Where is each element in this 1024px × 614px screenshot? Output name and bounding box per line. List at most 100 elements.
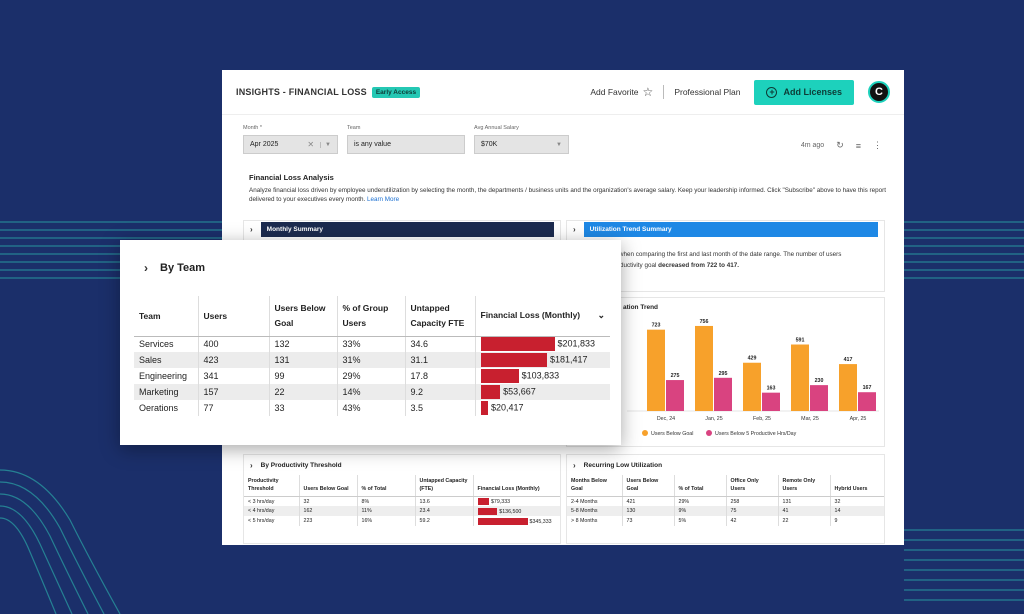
financial-loss-bar (480, 337, 555, 352)
column-header[interactable]: Office Only Users (725, 475, 778, 497)
salary-value: $70K (481, 141, 498, 148)
chevron-down-icon: ▼ (556, 141, 562, 148)
monthly-summary-header[interactable]: › Monthly Summary (244, 221, 560, 238)
table-cell: 157 (197, 384, 269, 400)
avatar[interactable]: C (868, 81, 890, 103)
column-header[interactable]: Productivity Threshold (244, 475, 299, 497)
table-cell: 31.1 (404, 352, 475, 368)
table-cell: 23.4 (414, 506, 473, 517)
table-cell: Engineering (139, 371, 188, 381)
salary-select[interactable]: $70K ▼ (474, 135, 569, 154)
utilization-trend-chart: 723 275 Dec, 24 756 295 Jan, 25 429 163 Feb, 25 5… (627, 319, 879, 437)
legend-label: Users Below 5 Productive Hrs/Day (715, 431, 797, 437)
month-select[interactable]: Apr 2025 ✕ ▼ (243, 135, 338, 154)
column-header[interactable]: Hybrid Users (829, 475, 884, 497)
chevron-right-icon: › (250, 460, 253, 470)
table-row[interactable]: < 3 hrs/day 32 8% 13.6 $79,333 (244, 496, 560, 507)
productivity-threshold-table: Productivity Threshold Users Below Goal … (244, 475, 560, 527)
utilization-summary-header[interactable]: › Utilization Trend Summary (567, 221, 884, 238)
legend-swatch (642, 430, 648, 436)
table-row[interactable]: 2-4 Months 421 29% 258 131 32 (567, 496, 884, 507)
column-header-users-below-goal[interactable]: Users Below Goal (268, 296, 337, 337)
month-value: Apr 2025 (250, 141, 279, 148)
column-header[interactable]: Months Below Goal (567, 475, 622, 497)
table-cell: 33% (336, 336, 405, 352)
team-select[interactable]: is any value (347, 135, 465, 154)
financial-loss-cell: $20,417 (474, 400, 610, 416)
chart-bar (666, 380, 684, 411)
table-cell: < 3 hrs/day (248, 498, 275, 505)
last-updated: 4m ago (800, 142, 825, 149)
table-row[interactable]: Oerations 77 33 43% 3.5 $20,417 (134, 400, 610, 416)
column-header-users[interactable]: Users (197, 296, 269, 337)
column-header[interactable]: Users Below Goal (298, 475, 357, 497)
add-favorite-button[interactable]: Add Favorite ☆ (590, 85, 653, 99)
chevron-down-icon: ▼ (320, 141, 331, 148)
table-cell: 75 (725, 506, 778, 517)
data-label: 295 (719, 371, 728, 377)
column-header-untapped-capacity[interactable]: Untapped Capacity FTE (404, 296, 475, 337)
column-header[interactable]: % of Total (356, 475, 415, 497)
column-header-pct-group-users[interactable]: % of Group Users (336, 296, 405, 337)
table-row[interactable]: > 8 Months 73 5% 42 22 9 (567, 516, 884, 527)
table-cell: 5-8 Months (567, 506, 622, 517)
by-team-header[interactable]: › By Team (144, 261, 205, 275)
table-row[interactable]: < 4 hrs/day 162 11% 23.4 $136,500 (244, 506, 560, 517)
table-row[interactable]: Marketing 157 22 14% 9.2 $53,667 (134, 384, 610, 400)
column-header[interactable]: Remote Only Users (777, 475, 830, 497)
x-tick-label: Mar, 25 (801, 416, 819, 422)
data-label: 429 (748, 356, 757, 362)
utilization-summary-text: sed when comparing the first and last mo… (567, 238, 884, 271)
chart-bar (647, 329, 665, 411)
filter-icon[interactable]: ≡ (855, 140, 861, 151)
table-row[interactable]: Engineering 341 99 29% 17.8 $103,833 (134, 368, 610, 384)
more-icon[interactable]: ⋮ (873, 140, 882, 150)
analysis-intro: Financial Loss Analysis Analyze financia… (249, 173, 889, 205)
table-cell: Sales (134, 352, 198, 368)
table-row[interactable]: < 5 hrs/day 223 16% 59.2 $345,333 (244, 516, 560, 527)
table-cell: 8% (356, 496, 415, 507)
recurring-header[interactable]: › Recurring Low Utilization (567, 455, 884, 475)
table-cell: < 4 hrs/day (244, 506, 299, 517)
financial-loss-bar (480, 369, 519, 383)
refresh-icon[interactable]: ↻ (836, 140, 844, 150)
table-cell: 131 (268, 352, 337, 368)
productivity-threshold-header[interactable]: › By Productivity Threshold (244, 455, 560, 475)
financial-loss-cell: $79,333 (472, 496, 560, 507)
table-cell: 162 (298, 506, 357, 517)
summary-line-b: r productivity goal (607, 261, 657, 269)
column-header[interactable]: % of Total (673, 475, 726, 497)
report-tools: 4m ago ↻ ≡ ⋮ (801, 140, 882, 151)
table-row[interactable]: 5-8 Months 130 9% 75 41 14 (567, 506, 884, 517)
clear-icon[interactable]: ✕ (307, 140, 315, 149)
learn-more-link[interactable]: Learn More (366, 196, 400, 204)
table-row[interactable]: Sales 423 131 31% 31.1 $181,417 (134, 352, 610, 368)
column-header[interactable]: Financial Loss (Monthly) (472, 475, 560, 497)
team-filter: Team is any value (347, 125, 465, 154)
column-header[interactable]: Untapped Capacity (FTE) (414, 475, 473, 497)
financial-loss-value: $345,333 (529, 518, 552, 525)
column-header[interactable]: Users Below Goal (621, 475, 674, 497)
plan-link[interactable]: Professional Plan (674, 87, 741, 97)
table-cell: 59.2 (414, 516, 473, 527)
page-title: INSIGHTS - FINANCIAL LOSS (236, 87, 367, 97)
chart-bar (810, 385, 828, 411)
table-cell: Services (139, 339, 174, 350)
add-licenses-button[interactable]: + Add Licenses (754, 79, 854, 105)
analysis-body: Analyze financial loss driven by employe… (249, 187, 886, 204)
column-header-financial-loss[interactable]: Financial Loss (Monthly) ⌄ (474, 296, 610, 337)
financial-loss-bar (480, 353, 547, 367)
column-header-team[interactable]: Team (134, 296, 198, 337)
chart-bar (858, 392, 876, 411)
table-cell: 2-4 Months (571, 498, 598, 505)
legend-label: Users Below Goal (651, 431, 693, 437)
table-cell: 131 (777, 496, 830, 507)
add-licenses-label: Add Licenses (783, 87, 842, 97)
chevron-right-icon: › (250, 225, 253, 234)
salary-filter-label: Avg Annual Salary (474, 125, 519, 131)
recurring-title: Recurring Low Utilization (583, 461, 663, 469)
summary-line-bold: decreased from 722 to 417. (658, 261, 739, 269)
by-team-table: Team Users Users Below Goal % of Group U… (134, 296, 610, 416)
chevron-down-icon[interactable]: ⌄ (597, 310, 605, 321)
table-row[interactable]: Services 400 132 33% 34.6 $201,833 (134, 336, 610, 352)
